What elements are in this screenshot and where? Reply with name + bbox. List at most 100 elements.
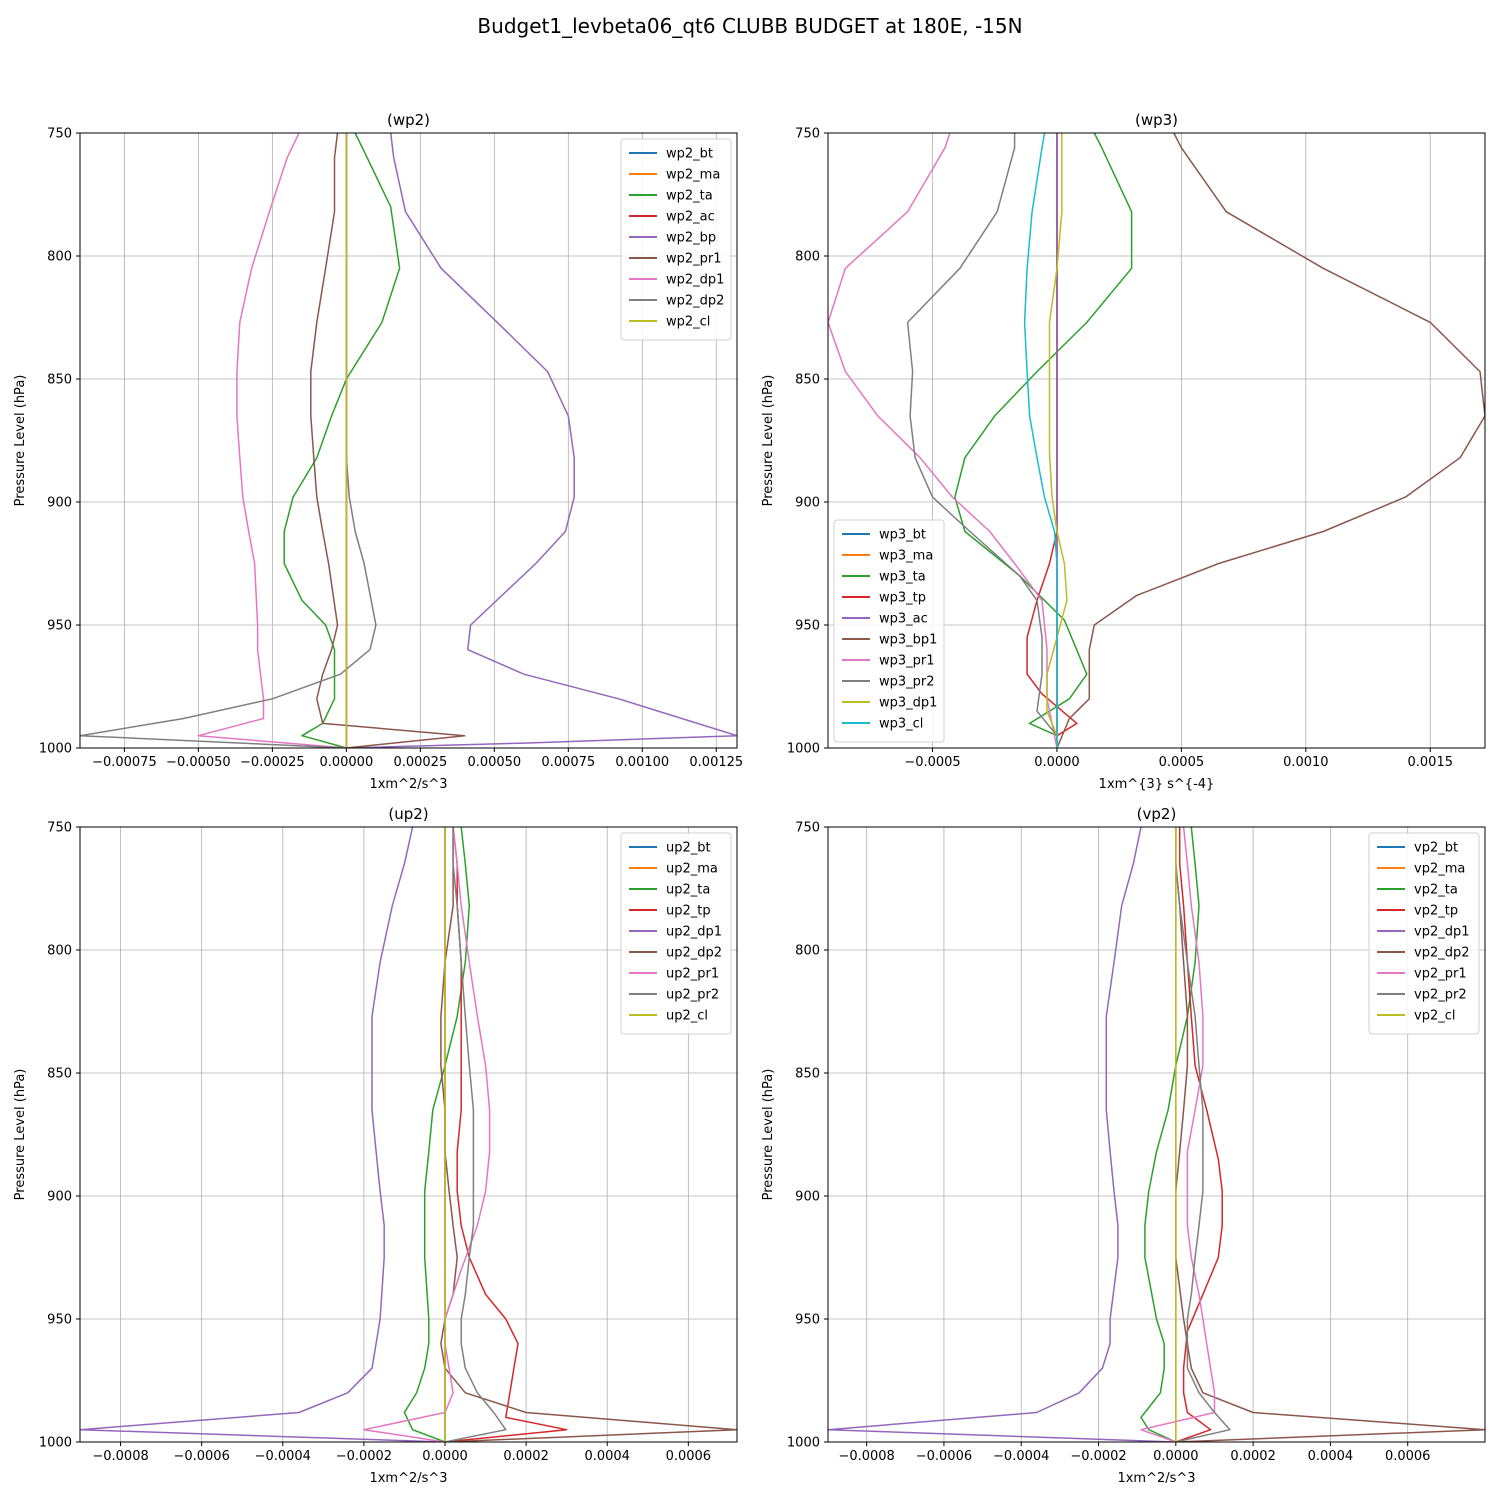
series-line-up2_pr1 — [363, 827, 491, 1442]
x-tick-label: 0.0002 — [503, 1449, 549, 1464]
chart-1-x-axis-label: 1xm^2/s^3 — [369, 777, 447, 792]
legend-entry: wp2_ac — [666, 210, 715, 225]
legend-entry: vp2_pr2 — [1414, 988, 1467, 1003]
y-tick-label: 950 — [795, 1313, 820, 1328]
legend-entry: up2_dp2 — [666, 946, 722, 961]
x-tick-label: 0.00050 — [467, 755, 521, 770]
series-line-wp3_bp1 — [1056, 133, 1485, 748]
legend-entry: up2_pr2 — [666, 988, 719, 1003]
series-line-up2_ta — [403, 827, 471, 1442]
chart-2: −0.0005 0.0000 0.0005 0.0010 0.0015 750 800 850… — [761, 111, 1486, 792]
legend-entry: up2_ma — [666, 862, 718, 877]
legend-entry: vp2_dp1 — [1414, 925, 1470, 940]
legend-entry: wp3_ac — [879, 612, 928, 627]
x-tick-label: 0.0000 — [1153, 1449, 1199, 1464]
chart-2-legend: wp3_bt wp3_ma wp3_ta wp3_tp wp3_ac wp3_bp1 wp3… — [833, 519, 945, 743]
legend-entry: up2_bt — [666, 841, 711, 856]
x-tick-label: −0.0004 — [993, 1449, 1049, 1464]
legend-entry: vp2_dp2 — [1414, 946, 1470, 961]
chart-3-title: (up2) — [388, 805, 428, 823]
legend-entry: wp3_bp1 — [879, 633, 937, 648]
y-tick-label: 950 — [795, 619, 820, 634]
legend-entry: up2_tp — [666, 904, 711, 919]
series-line-wp2_ta — [283, 133, 401, 748]
series-line-wp3_pr2 — [906, 133, 1058, 748]
x-tick-label: −0.0004 — [255, 1449, 311, 1464]
legend-entry: wp3_ma — [879, 549, 933, 564]
x-tick-label: −0.00050 — [166, 755, 231, 770]
chart-1-title: (wp2) — [387, 111, 430, 129]
chart-3-y-axis-label: Pressure Level (hPa) — [13, 1069, 28, 1201]
x-tick-label: 0.00125 — [689, 755, 743, 770]
legend-entry: wp2_cl — [666, 315, 710, 330]
y-tick-label: 950 — [47, 1313, 72, 1328]
x-tick-label: 0.0004 — [1308, 1449, 1354, 1464]
y-tick-label: 900 — [47, 1190, 72, 1205]
legend-entry: up2_cl — [666, 1009, 708, 1024]
legend-entry: wp3_dp1 — [879, 696, 937, 711]
chart-2-y-axis-label: Pressure Level (hPa) — [761, 375, 776, 507]
legend-entry: up2_pr1 — [666, 967, 719, 982]
series-line-up2_dp1 — [80, 827, 446, 1442]
y-tick-label: 850 — [47, 1067, 72, 1082]
legend-entry: wp3_pr2 — [879, 675, 935, 690]
y-tick-label: 750 — [795, 127, 820, 142]
y-tick-label: 1000 — [39, 742, 72, 757]
x-tick-label: −0.0002 — [1070, 1449, 1126, 1464]
legend-entry: vp2_tp — [1414, 904, 1458, 919]
y-tick-label: 750 — [47, 821, 72, 836]
y-tick-label: 1000 — [39, 1436, 72, 1451]
chart-1-legend: wp2_bt wp2_ma wp2_ta wp2_ac wp2_bp wp2_pr1 wp2… — [620, 138, 732, 341]
chart-2-series — [828, 133, 1485, 748]
chart-3: −0.0008 −0.0006 −0.0004 −0.0002 0.0000 0.0002… — [13, 805, 738, 1486]
y-tick-label: 950 — [47, 619, 72, 634]
y-tick-label: 900 — [795, 1190, 820, 1205]
legend-entry: wp2_pr1 — [666, 252, 722, 267]
y-tick-label: 800 — [795, 944, 820, 959]
x-tick-label: 0.0006 — [666, 1449, 712, 1464]
chart-4-title: (vp2) — [1137, 805, 1177, 823]
series-line-wp2_dp1 — [197, 133, 347, 748]
chart-4-frame — [827, 826, 1486, 1443]
legend-entry: wp3_pr1 — [879, 654, 935, 669]
legend-entry: wp2_dp1 — [666, 273, 724, 288]
chart-4-series — [828, 827, 1485, 1442]
x-tick-label: 0.00025 — [393, 755, 447, 770]
x-tick-label: −0.0005 — [904, 755, 960, 770]
y-tick-label: 800 — [795, 250, 820, 265]
y-tick-label: 900 — [795, 496, 820, 511]
legend-entry: vp2_ma — [1414, 862, 1465, 877]
legend-entry: vp2_cl — [1414, 1009, 1455, 1024]
x-tick-label: 0.0000 — [1034, 755, 1080, 770]
legend-entry: wp2_bt — [666, 147, 713, 162]
series-line-wp2_bp — [346, 133, 737, 748]
legend-entry: up2_ta — [666, 883, 710, 898]
x-tick-label: −0.00025 — [240, 755, 305, 770]
x-tick-label: 0.0000 — [422, 1449, 468, 1464]
legend-box — [620, 832, 732, 1035]
series-line-wp2_pr1 — [310, 133, 466, 748]
series-line-vp2_ta — [1140, 827, 1200, 1442]
chart-2-x-axis-label: 1xm^{3} s^{-4} — [1099, 777, 1215, 792]
legend-entry: wp3_tp — [879, 591, 926, 606]
series-line-vp2_pr2 — [1175, 827, 1231, 1442]
x-tick-label: 0.0005 — [1159, 755, 1205, 770]
chart-2-title: (wp3) — [1135, 111, 1178, 129]
legend-entry: vp2_ta — [1414, 883, 1458, 898]
x-tick-label: −0.0008 — [92, 1449, 148, 1464]
chart-3-x-axis-label: 1xm^2/s^3 — [369, 1471, 447, 1486]
series-line-wp3_dp1 — [1046, 133, 1068, 748]
legend-box — [1368, 832, 1480, 1035]
chart-4-legend: vp2_bt vp2_ma vp2_ta vp2_tp vp2_dp1 vp2_dp2vp… — [1368, 832, 1480, 1035]
chart-4-y-axis-label: Pressure Level (hPa) — [761, 1069, 776, 1201]
legend-entry: vp2_bt — [1414, 841, 1458, 856]
chart-3-legend: up2_bt up2_ma up2_ta up2_tp up2_dp1 up2_dp2up… — [620, 832, 732, 1035]
x-tick-label: −0.0008 — [838, 1449, 894, 1464]
x-tick-label: 0.0002 — [1230, 1449, 1276, 1464]
legend-entry: wp2_bp — [666, 231, 716, 246]
y-tick-label: 850 — [795, 373, 820, 388]
x-tick-label: 0.0015 — [1408, 755, 1454, 770]
series-line-vp2_tp — [1175, 827, 1223, 1442]
chart-4: −0.0008 −0.0006 −0.0004 −0.0002 0.0000 0.0002… — [761, 805, 1486, 1486]
